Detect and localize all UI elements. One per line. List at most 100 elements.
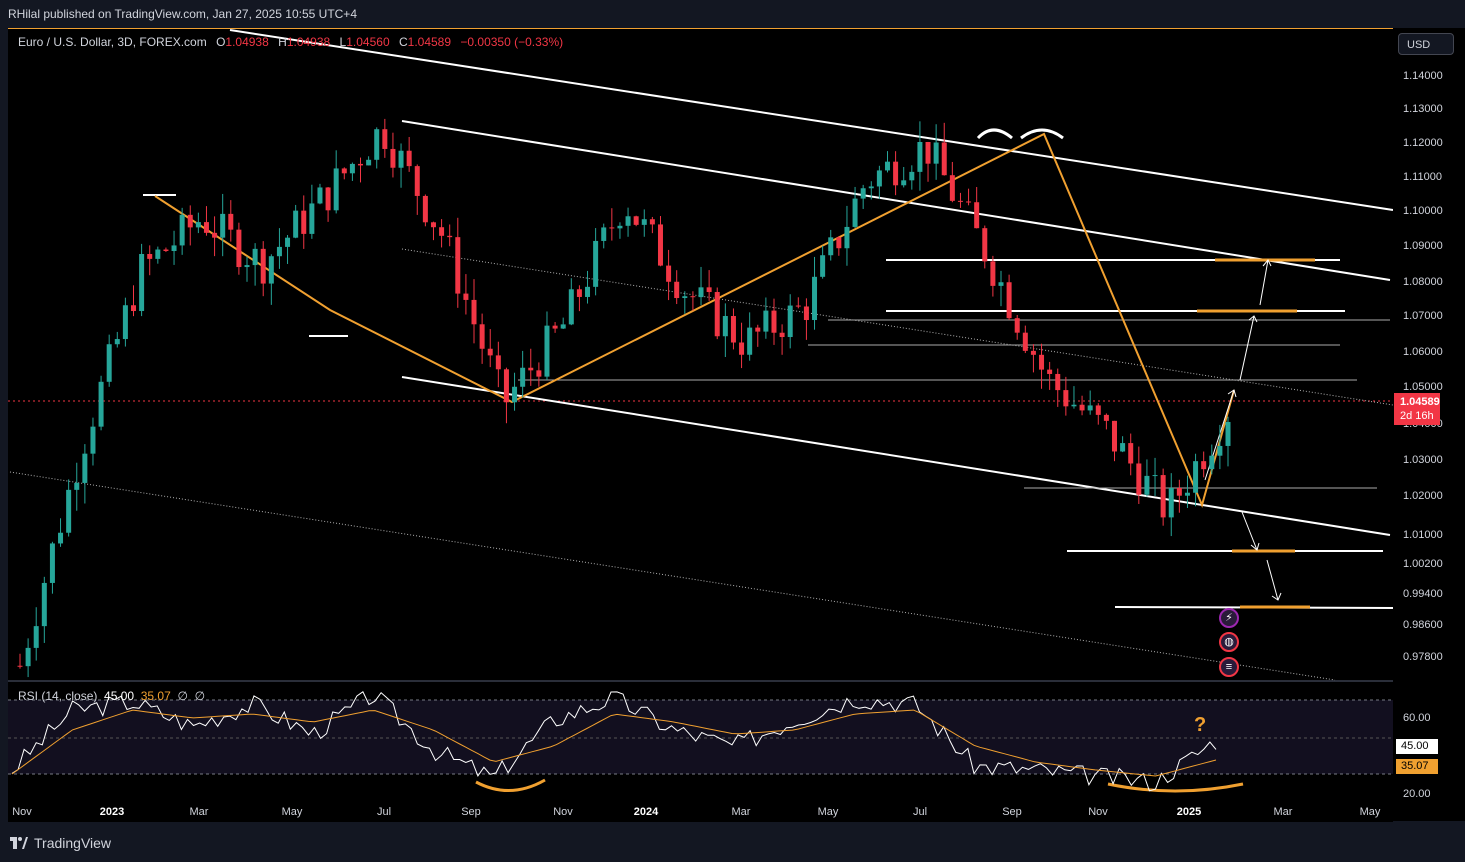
candle-body [544,325,550,377]
candle-body [463,293,469,300]
time-label: Jul [912,806,928,818]
rsi-value: 45.00 [104,689,135,703]
candle-body [41,582,47,627]
candle-body [131,305,137,312]
candle-body [1217,445,1223,456]
candle-body [374,129,380,160]
rsi-extra-2: ∅ [194,689,206,703]
candle-body [147,253,153,259]
outer-upper-trendline[interactable] [229,29,1394,211]
candle-body [487,348,493,356]
candle-body [1039,354,1045,370]
candle-body [512,386,518,403]
candle-body [1184,492,1190,496]
candle-body [349,163,355,174]
zigzag-line[interactable] [154,132,1235,509]
candle-body [406,150,412,167]
rsi-name[interactable]: RSI (14, close) [18,689,98,703]
candle-body [1071,404,1077,407]
price-tick: 0.99400 [1403,588,1443,600]
price-tick: 1.14000 [1403,70,1443,82]
candle-body [503,369,509,403]
candle-body [763,310,769,332]
time-label: Mar [731,806,751,818]
candle-body [633,216,639,225]
candle-body [1136,463,1142,495]
candle-body [471,299,477,325]
candle-body [479,324,485,349]
lower-trendline[interactable] [401,376,1391,536]
candle-body [163,249,169,252]
symbol-name[interactable]: Euro / U.S. Dollar, 3D, FOREX.com [18,35,207,49]
candle-body [1209,455,1215,470]
candle-body [925,141,931,164]
candle-body [528,367,534,371]
candle-body [949,175,955,201]
candle-body [520,367,526,387]
candle-body [990,261,996,286]
change-value: −0.00350 (−0.33%) [460,35,564,49]
price-tick: 1.12000 [1403,137,1443,149]
price-tick: 1.09000 [1403,240,1443,252]
candle-body [974,202,980,229]
time-label: Jul [376,806,392,818]
candle-body [139,253,145,312]
tradingview-logo[interactable]: TradingView [10,835,111,851]
candle-body [58,532,64,544]
candle-body [195,222,201,228]
candle-body [795,305,801,307]
price-tick: 1.03000 [1403,454,1443,466]
candle-body [114,339,120,345]
candle-body [1128,443,1134,464]
rsi-ma-value: 35.07 [140,689,171,703]
bar-countdown: 2d 16h [1400,410,1434,422]
candle-body [576,289,582,297]
candle-body [536,370,542,377]
candle-body [593,240,599,287]
candle-body [309,203,315,234]
candle-body [33,626,39,648]
candle-body [495,355,501,370]
low-value: 1.04560 [346,35,390,49]
candle-body [325,187,331,211]
price-tick: 1.02000 [1403,490,1443,502]
top-bar: RHilal published on TradingView.com, Jan… [0,0,1465,28]
us-flag-icon[interactable]: ≡ [1219,657,1239,677]
candle-body [1095,405,1101,415]
rsi-legend[interactable]: RSI (14, close) 45.00 35.07 ∅ ∅ [18,689,205,703]
candle-body [852,198,858,227]
candle-body [1055,373,1061,391]
rsi-ma-badge: 35.07 [1396,759,1438,774]
candle-body [860,188,866,199]
price-tick: 1.08000 [1403,276,1443,288]
candle-body [568,289,574,325]
candle-body [187,214,193,228]
candle-body [333,168,339,211]
candle-body [909,171,915,181]
candle-body [1111,420,1117,452]
candle-body [1030,350,1036,355]
high-value: 1.04938 [286,35,331,49]
open-value: 1.04938 [225,35,269,49]
candle-body [1087,405,1093,411]
candle-body [82,453,88,483]
candle-body [252,248,258,266]
globe-icon[interactable]: ◍ [1219,632,1239,652]
candle-body [957,200,963,202]
candle-body [1168,488,1174,518]
candle-body [901,180,907,186]
price-tick: 1.13000 [1403,103,1443,115]
inner-upper-trendline[interactable] [401,120,1391,281]
currency-button[interactable]: USD [1398,33,1454,55]
candle-body [317,187,323,204]
symbol-legend[interactable]: Euro / U.S. Dollar, 3D, FOREX.com O1.049… [18,35,563,49]
tradingview-logo-icon [10,837,28,849]
candle-body [122,305,128,340]
candle-body [25,647,31,667]
candle-body [649,219,655,225]
candle-body [998,282,1004,286]
low-label: L [339,35,347,49]
lightning-icon[interactable]: ⚡ [1219,608,1239,628]
candle-body [739,342,745,355]
